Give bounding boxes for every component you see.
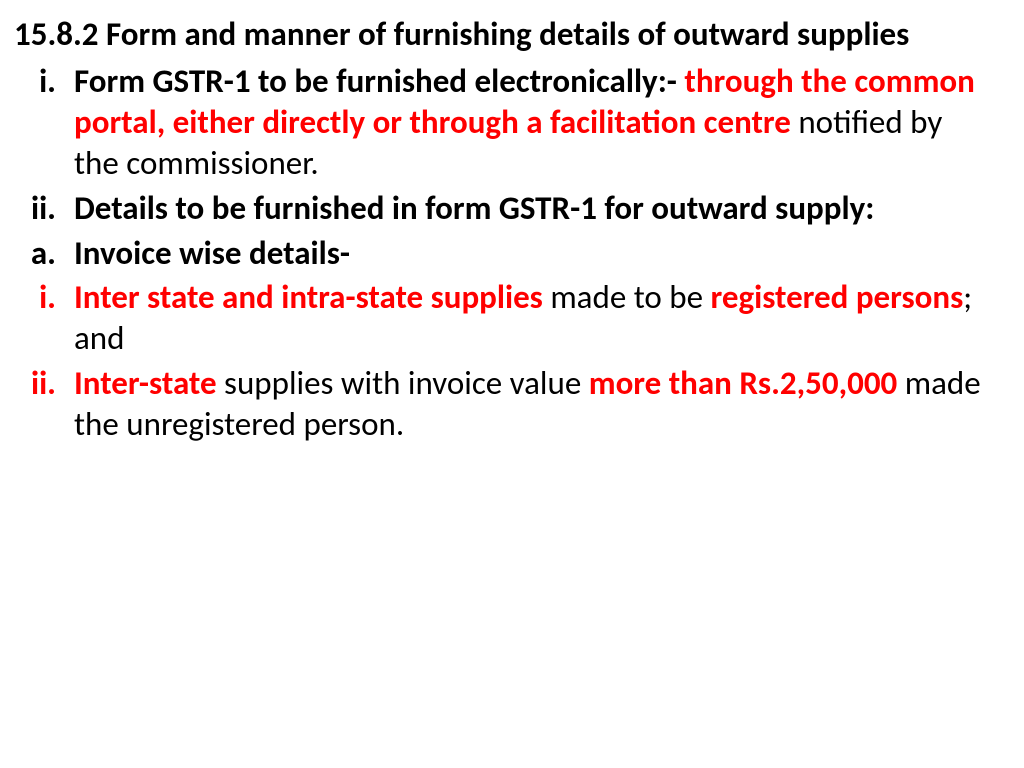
text-red: more than Rs.2,50,000: [589, 363, 905, 403]
text-black: Form GSTR-1 to be furnished electronical…: [74, 61, 677, 101]
text-red: Inter-state: [74, 363, 224, 403]
list-item-a: a. Invoice wise details-: [14, 233, 994, 274]
sub-list-item-1: i. Inter state and intra-state supplies …: [14, 277, 994, 359]
list-text: Form GSTR-1 to be furnished electronical…: [74, 61, 994, 184]
list-number-red: i.: [14, 277, 74, 359]
list-text: Inter-state supplies with invoice value …: [74, 363, 994, 445]
sub-list-item-2: ii. Inter-state supplies with invoice va…: [14, 363, 994, 445]
list-number: i.: [14, 61, 74, 184]
list-number: ii.: [14, 188, 74, 229]
list-number-red: ii.: [14, 363, 74, 445]
text-black: Details to be furnished in form GSTR-1 f…: [74, 188, 874, 228]
text-black: Invoice wise details-: [74, 233, 350, 273]
text-black-normal: supplies with invoice value: [224, 363, 589, 403]
section-heading: 15.8.2 Form and manner of furnishing det…: [52, 14, 994, 55]
list-item-1: i. Form GSTR-1 to be furnished electroni…: [14, 61, 994, 184]
list-item-2: ii. Details to be furnished in form GSTR…: [14, 188, 994, 229]
list-text: Details to be furnished in form GSTR-1 f…: [74, 188, 994, 229]
list-number: a.: [14, 233, 74, 274]
list-text: Invoice wise details-: [74, 233, 994, 274]
text-red: Inter state and intra-state supplies: [74, 277, 550, 317]
list-text: Inter state and intra-state supplies mad…: [74, 277, 994, 359]
content-list: i. Form GSTR-1 to be furnished electroni…: [14, 61, 994, 445]
text-red: registered persons: [711, 277, 964, 317]
text-black-normal: made to be: [550, 277, 710, 317]
